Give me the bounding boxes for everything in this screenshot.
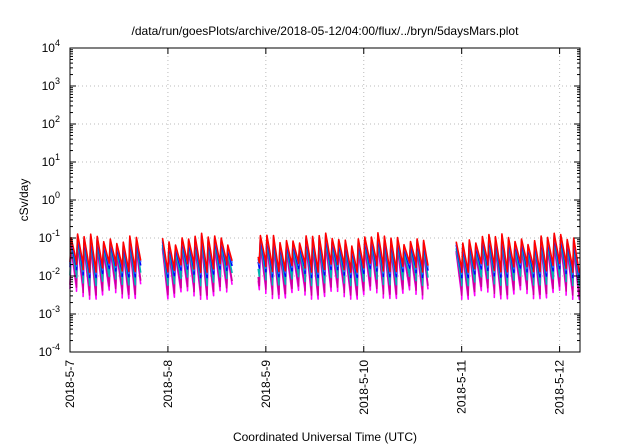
x-tick-label: 2018-5-12 xyxy=(553,360,567,415)
x-axis-label: Coordinated Universal Time (UTC) xyxy=(233,430,417,444)
y-axis-label: cSv/day xyxy=(17,179,31,222)
y-axis: 10-4 10-3 10-2 10-1 100 101 102 103 104 xyxy=(39,38,580,359)
x-tick-label: 2018-5-11 xyxy=(455,360,469,414)
x-tick-label: 2018-5-8 xyxy=(161,360,175,408)
y-tick-label: 100 xyxy=(42,190,60,207)
y-tick-label: 103 xyxy=(42,76,60,93)
y-tick-label: 104 xyxy=(42,38,60,55)
y-tick-label: 10-1 xyxy=(39,228,60,245)
y-tick-label: 10-3 xyxy=(39,304,60,321)
series-group xyxy=(69,232,580,300)
series-line xyxy=(69,238,580,287)
x-tick-label: 2018-5-7 xyxy=(63,360,77,408)
x-tick-label: 2018-5-10 xyxy=(357,360,371,415)
series-line xyxy=(69,232,580,273)
y-tick-label: 10-2 xyxy=(39,266,60,283)
x-tick-label: 2018-5-9 xyxy=(259,360,273,408)
chart-title: /data/run/goesPlots/archive/2018-05-12/0… xyxy=(132,24,520,38)
y-tick-label: 10-4 xyxy=(39,342,60,359)
y-tick-label: 102 xyxy=(42,114,60,131)
y-tick-label: 101 xyxy=(42,152,60,169)
grid xyxy=(70,48,580,352)
x-axis: 2018-5-7 2018-5-8 2018-5-9 2018-5-10 2018-5-… xyxy=(63,48,567,415)
